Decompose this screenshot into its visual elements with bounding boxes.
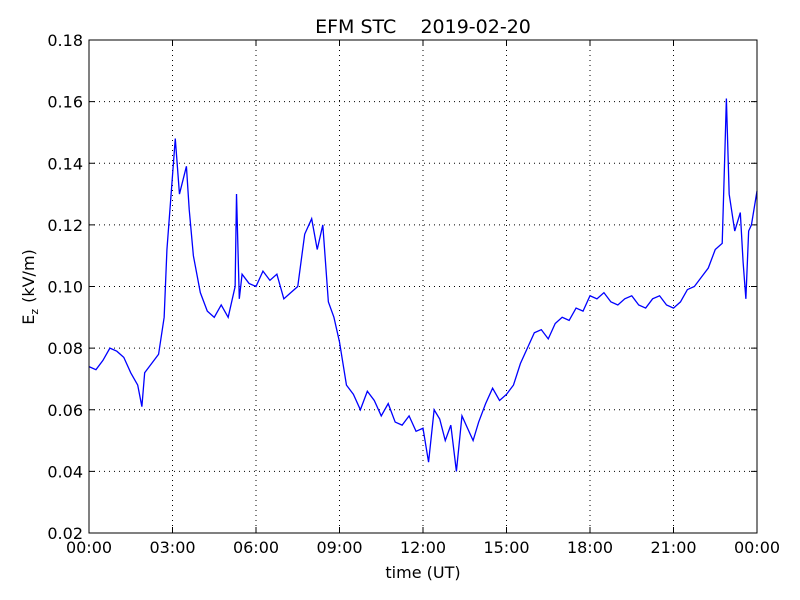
y-tick-label: 0.10 xyxy=(47,278,83,297)
y-label-unit: (kV/m) xyxy=(19,249,38,303)
y-tick-label: 0.02 xyxy=(47,524,83,543)
data-line xyxy=(88,98,758,472)
y-label-base: E xyxy=(19,315,38,325)
chart-title: EFM STC 2019-02-20 xyxy=(315,16,531,38)
y-tick-label: 0.08 xyxy=(47,339,83,358)
x-tick-label: 03:00 xyxy=(149,538,195,557)
x-axis-label: time (UT) xyxy=(385,563,460,582)
x-tick-label: 21:00 xyxy=(650,538,696,557)
x-tick-label: 00:00 xyxy=(734,538,780,557)
y-tick-label: 0.18 xyxy=(47,31,83,50)
x-tick-label: 15:00 xyxy=(483,538,529,557)
y-tick-label: 0.14 xyxy=(47,154,83,173)
x-tick-label: 00:00 xyxy=(66,538,112,557)
y-axis-label: Ez (kV/m) xyxy=(19,249,41,325)
y-tick-label: 0.06 xyxy=(47,401,83,420)
y-tick-label: 0.04 xyxy=(47,462,83,481)
x-tick-label: 06:00 xyxy=(233,538,279,557)
plot-frame xyxy=(88,39,758,534)
x-tick-label: 18:00 xyxy=(567,538,613,557)
y-tick-label: 0.16 xyxy=(47,93,83,112)
y-tick-label: 0.12 xyxy=(47,216,83,235)
x-tick-label: 09:00 xyxy=(316,538,362,557)
x-tick-label: 12:00 xyxy=(400,538,446,557)
y-label-sub: z xyxy=(28,309,41,315)
